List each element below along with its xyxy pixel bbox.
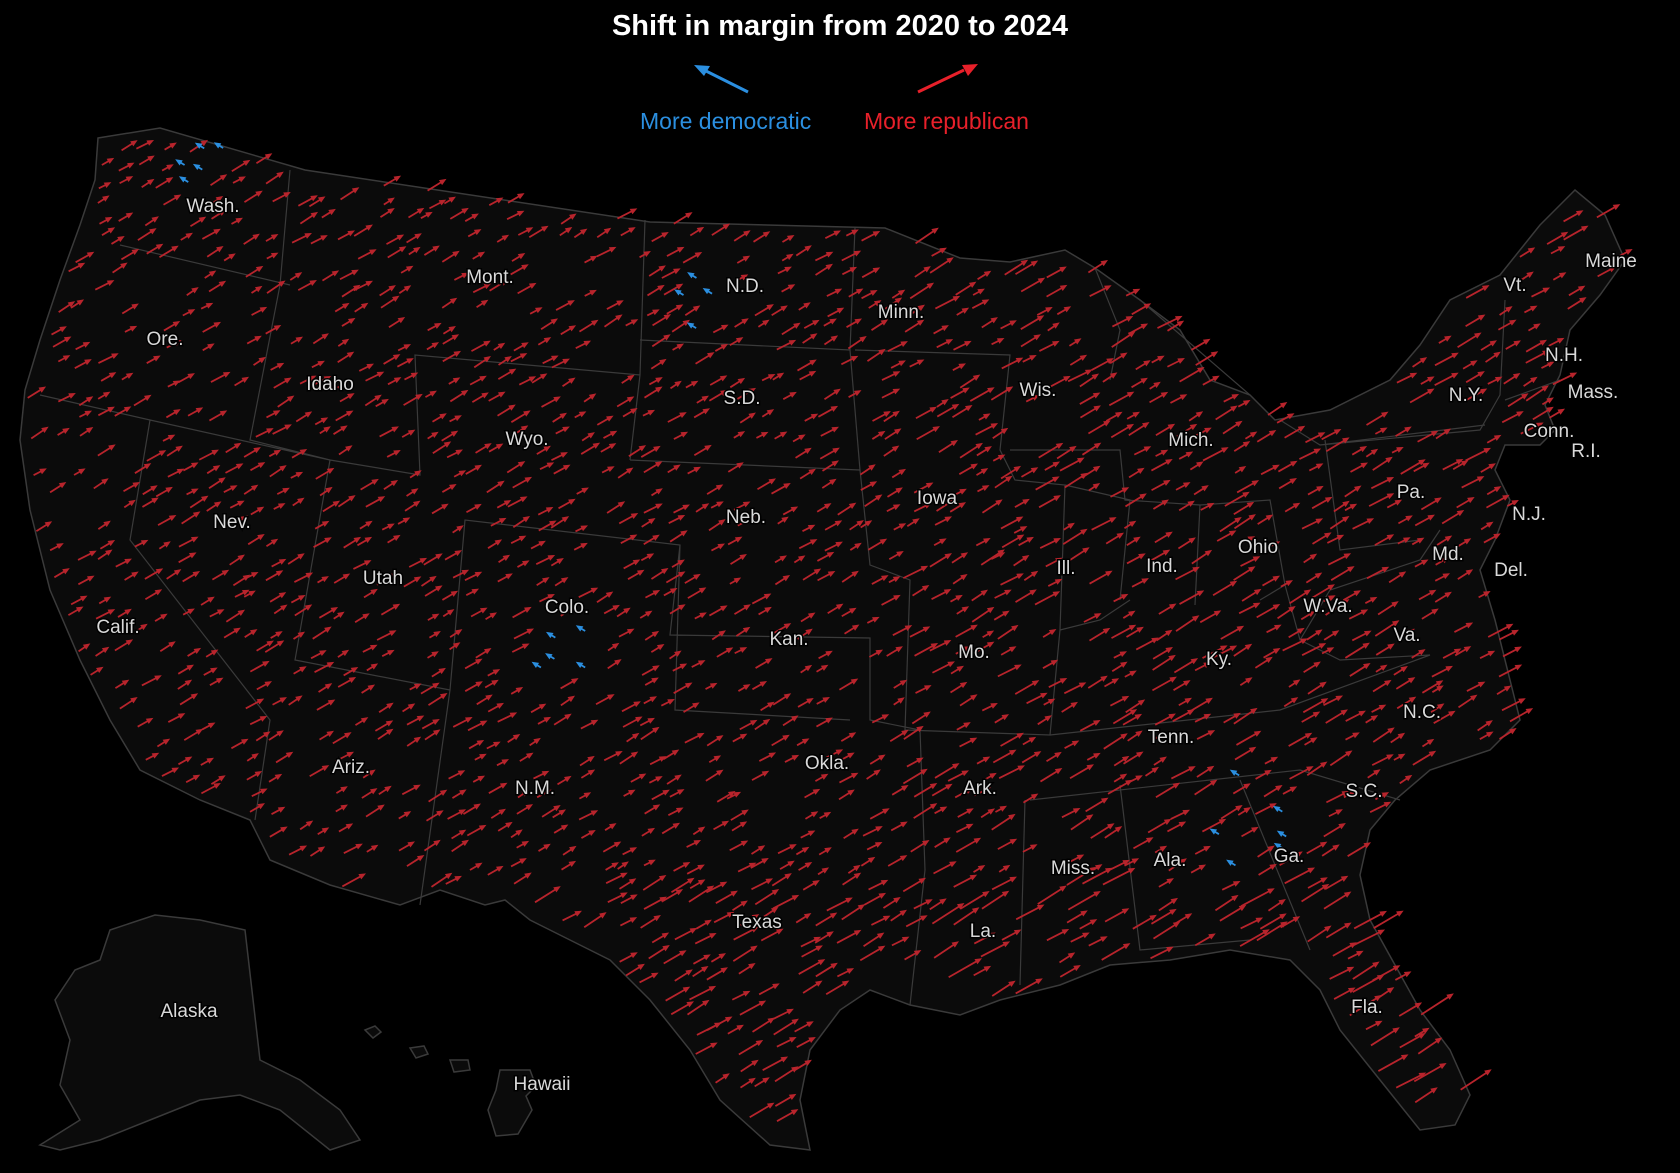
state-label: N.H. bbox=[1545, 345, 1583, 366]
state-label: Vt. bbox=[1503, 275, 1526, 296]
state-label: Fla. bbox=[1351, 997, 1383, 1018]
legend-dem-arrow-icon bbox=[694, 65, 749, 94]
state-label: S.C. bbox=[1346, 781, 1383, 802]
map-title: Shift in margin from 2020 to 2024 bbox=[611, 10, 1069, 42]
state-label: Hawaii bbox=[513, 1074, 570, 1095]
state-label: S.D. bbox=[724, 388, 761, 409]
state-label: Mo. bbox=[958, 642, 990, 663]
state-label: N.J. bbox=[1512, 504, 1546, 525]
state-label: Ind. bbox=[1146, 556, 1178, 577]
state-label: Idaho bbox=[306, 374, 354, 395]
state-label: N.M. bbox=[515, 778, 555, 799]
state-label: Conn. bbox=[1524, 421, 1575, 442]
state-label: Mass. bbox=[1568, 382, 1619, 403]
state-label: Del. bbox=[1494, 560, 1528, 581]
state-label: N.Y. bbox=[1449, 385, 1484, 406]
state-label: Wash. bbox=[186, 196, 239, 217]
state-label: Ala. bbox=[1154, 850, 1187, 871]
state-label: N.D. bbox=[726, 276, 764, 297]
state-label: Ga. bbox=[1274, 846, 1305, 867]
state-label: Neb. bbox=[726, 507, 766, 528]
state-label: La. bbox=[970, 921, 996, 942]
state-label: Wyo. bbox=[505, 429, 548, 450]
state-label: Ark. bbox=[963, 778, 997, 799]
state-label: Wis. bbox=[1020, 380, 1057, 401]
state-label: Mich. bbox=[1168, 430, 1213, 451]
state-label: Maine bbox=[1585, 251, 1637, 272]
state-label: Pa. bbox=[1397, 482, 1426, 503]
state-label: Nev. bbox=[213, 512, 251, 533]
state-label: R.I. bbox=[1571, 441, 1601, 462]
conus-outline bbox=[19, 127, 1626, 1151]
legend-rep-label: More republican bbox=[864, 108, 1029, 134]
state-label: W.Va. bbox=[1303, 596, 1352, 617]
state-label: Okla. bbox=[805, 753, 849, 774]
state-label: Ohio bbox=[1238, 537, 1278, 558]
state-label: Minn. bbox=[878, 302, 924, 323]
state-label: Miss. bbox=[1051, 858, 1095, 879]
state-label: Ky. bbox=[1206, 649, 1232, 670]
land-shapes bbox=[19, 127, 1626, 1151]
alaska-outline bbox=[38, 914, 362, 1151]
state-label: Ore. bbox=[147, 329, 184, 350]
state-label: Ariz. bbox=[332, 757, 370, 778]
legend-rep-arrow-icon bbox=[917, 64, 978, 94]
county-shift-arrows bbox=[27, 139, 1633, 1122]
state-label: Tenn. bbox=[1148, 727, 1194, 748]
state-label: Md. bbox=[1432, 544, 1464, 565]
state-labels: Wash. Ore. Calif. Nev. Idaho Mont. Wyo. Utah Col… bbox=[95, 195, 1639, 1097]
state-label: Alaska bbox=[160, 1001, 217, 1022]
state-label: Utah bbox=[363, 568, 403, 589]
state-label: Mont. bbox=[466, 267, 514, 288]
state-label: Colo. bbox=[545, 597, 589, 618]
hawaii-islands bbox=[363, 1025, 537, 1137]
state-label: Va. bbox=[1393, 625, 1420, 646]
state-label: N.C. bbox=[1403, 702, 1441, 723]
state-label: Ill. bbox=[1057, 558, 1076, 579]
state-label: Iowa bbox=[917, 488, 958, 509]
state-label: Texas bbox=[732, 912, 782, 933]
state-label: Calif. bbox=[96, 617, 139, 638]
legend-dem-label: More democratic bbox=[640, 108, 812, 134]
state-label: Kan. bbox=[769, 629, 808, 650]
